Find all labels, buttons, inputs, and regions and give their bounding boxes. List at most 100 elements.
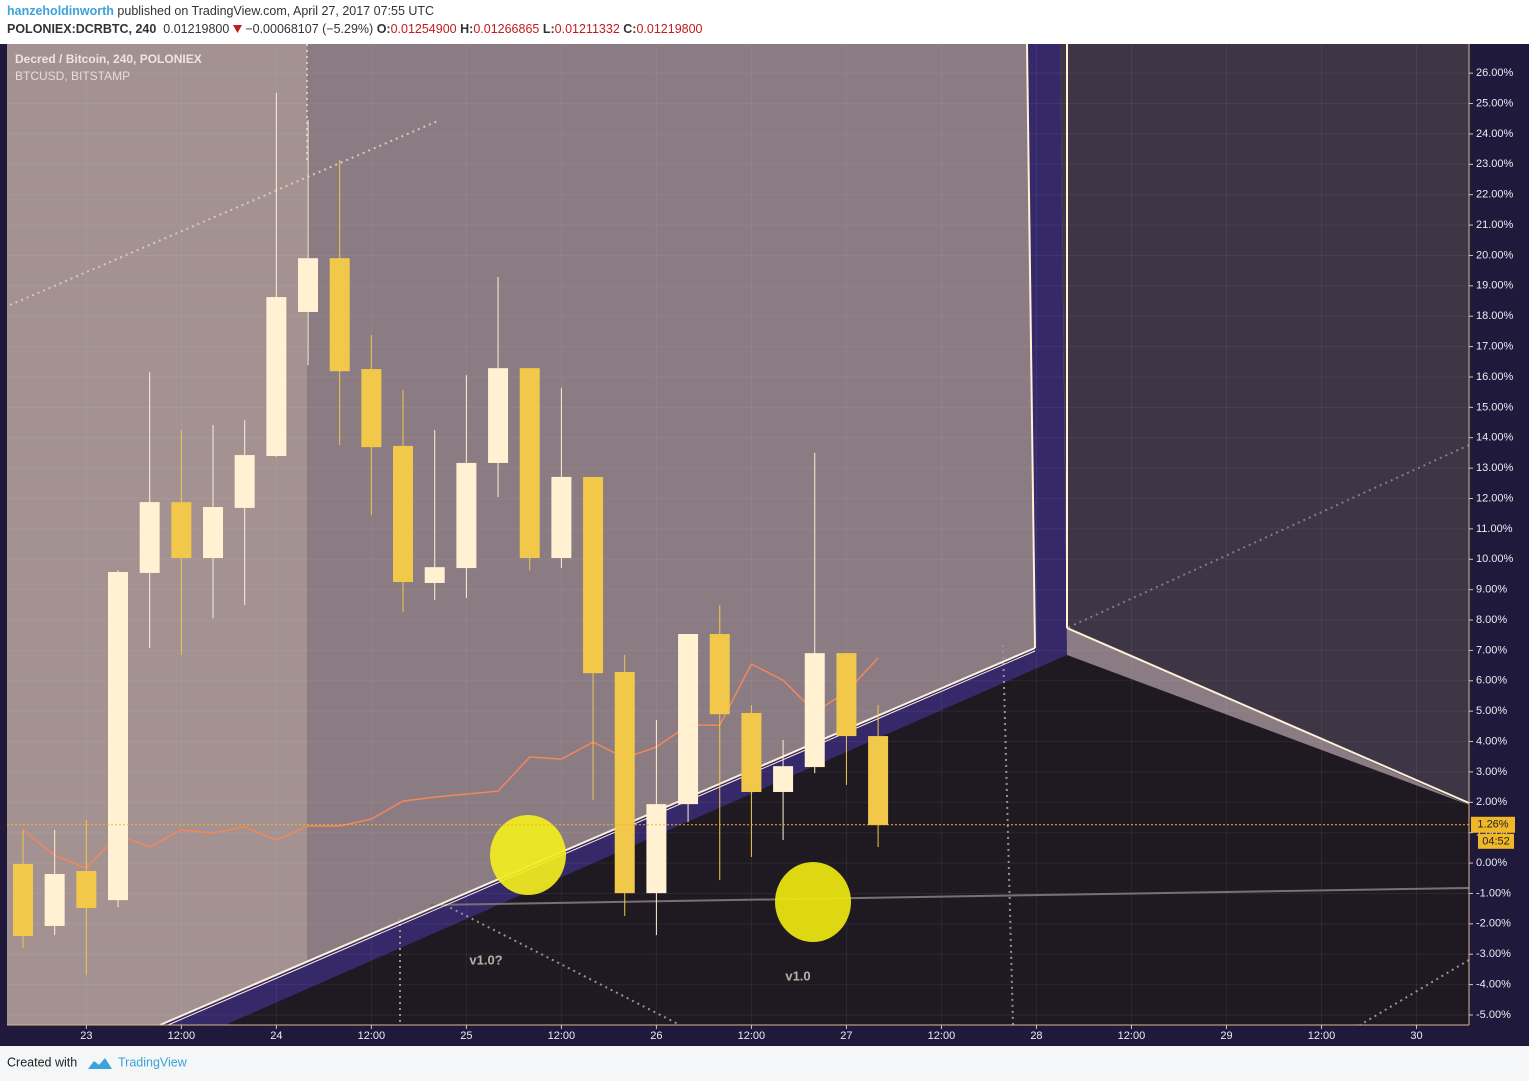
change: −0.00068107 (−5.29%): [245, 22, 374, 36]
x-tick-label: 12:00: [548, 1030, 576, 1042]
header: hanzeholdinworth published on TradingVie…: [0, 0, 1529, 44]
candle-body: [678, 633, 699, 805]
countdown-bg: [1478, 833, 1514, 849]
y-tick-label: -3.00%: [1476, 948, 1511, 960]
publish-line: hanzeholdinworth published on TradingVie…: [7, 4, 434, 18]
candle-body: [614, 671, 635, 894]
annotation: v1.0: [785, 968, 810, 983]
ohlc-key: C:: [623, 22, 637, 36]
dotted-line: [1066, 444, 1470, 629]
y-tick-label: 9.00%: [1476, 584, 1507, 596]
candle-body: [741, 712, 762, 792]
candle-body: [44, 874, 65, 926]
ohlc-key: L:: [542, 22, 555, 36]
author[interactable]: hanzeholdinworth: [7, 4, 114, 18]
x-tick-label: 30: [1410, 1030, 1422, 1042]
legend-entry: Decred / Bitcoin, 240, POLONIEX: [15, 52, 202, 66]
y-tick-label: -1.00%: [1476, 887, 1511, 899]
y-tick-label: 26.00%: [1476, 67, 1514, 79]
annotation: v1.0?: [469, 952, 502, 967]
y-tick-label: 13.00%: [1476, 462, 1514, 474]
line: [22, 657, 879, 869]
trend-line: [159, 647, 1036, 1026]
candle-body: [329, 258, 350, 372]
x-tick-label: 25: [460, 1030, 472, 1042]
candle-body: [108, 572, 129, 901]
candle-body: [583, 476, 604, 674]
symbol-line: POLONIEX:DCRBTC, 240 0.01219800 −0.00068…: [7, 22, 703, 36]
y-tick-label: 10.00%: [1476, 553, 1514, 565]
y-tick-label: 19.00%: [1476, 280, 1514, 292]
highlight-circle: [490, 815, 566, 895]
candle-body: [266, 297, 287, 456]
candle-body: [868, 736, 889, 826]
trend-line: [167, 650, 1036, 1026]
candle-body: [551, 476, 572, 559]
panel-bottom: [160, 648, 1469, 1025]
ohlc-key: O:: [376, 22, 391, 36]
y-tick-label: 4.00%: [1476, 735, 1507, 747]
y-tick-label: 2.00%: [1476, 796, 1507, 808]
symbol: POLONIEX:DCRBTC, 240: [7, 22, 157, 36]
candle-body: [76, 870, 97, 909]
x-tick-label: 12:00: [1118, 1030, 1146, 1042]
candle-body: [709, 633, 730, 715]
ohlc-value: 0.01266865: [473, 22, 540, 36]
footer-bg: [0, 1046, 1529, 1081]
candle-body: [393, 445, 414, 583]
y-tick-label: -5.00%: [1476, 1009, 1511, 1021]
y-tick-label: 7.00%: [1476, 644, 1507, 656]
x-tick-label: 28: [1030, 1030, 1042, 1042]
countdown: 04:52: [1482, 836, 1510, 848]
price-label-bg: [1471, 816, 1515, 833]
candle-body: [139, 502, 160, 573]
y-tick-label: 5.00%: [1476, 705, 1507, 717]
ohlc-value: 0.01219800: [636, 22, 703, 36]
x-tick-label: 23: [80, 1030, 92, 1042]
band-vertical: [1027, 44, 1067, 655]
x-tick-label: 12:00: [1308, 1030, 1336, 1042]
y-tick-label: 3.00%: [1476, 766, 1507, 778]
ohlc-value: 0.01254900: [390, 22, 457, 36]
y-tick-label: 24.00%: [1476, 128, 1514, 140]
x-tick-label: 29: [1220, 1030, 1232, 1042]
y-tick-label: 21.00%: [1476, 219, 1514, 231]
y-tick-label: -2.00%: [1476, 918, 1511, 930]
y-tick-label: 15.00%: [1476, 401, 1514, 413]
published: published on TradingView.com, April 27, …: [117, 4, 435, 18]
y-tick-label: 20.00%: [1476, 249, 1514, 261]
candle-body: [424, 567, 445, 583]
candle-body: [488, 368, 509, 463]
logo: [88, 1058, 112, 1069]
dotted-line: [444, 904, 681, 1026]
dotted-line: [9, 119, 441, 306]
y-tick-label: 14.00%: [1476, 432, 1514, 444]
candle-body: [361, 369, 382, 448]
panel-right: [1060, 44, 1469, 805]
trend-line: [1066, 627, 1470, 804]
candle-body: [646, 804, 667, 894]
candle-body: [234, 455, 255, 508]
legend-entry: BTCUSD, BITSTAMP: [15, 69, 130, 83]
footer-text: Created with: [7, 1055, 77, 1069]
y-tick-label: 23.00%: [1476, 158, 1514, 170]
candle-body: [836, 653, 857, 737]
candle-body: [203, 507, 224, 559]
y-tick-label: 22.00%: [1476, 189, 1514, 201]
candle-body: [298, 258, 319, 312]
y-tick-label: 16.00%: [1476, 371, 1514, 383]
x-tick-label: 24: [270, 1030, 282, 1042]
price: 0.01219800: [163, 22, 230, 36]
down-arrow: [232, 25, 242, 33]
x-tick-label: 27: [840, 1030, 852, 1042]
highlight-circle: [775, 862, 851, 942]
footer-brand[interactable]: TradingView: [118, 1055, 188, 1069]
candle-body: [171, 502, 192, 559]
x-tick-label: 12:00: [358, 1030, 386, 1042]
candle-body: [456, 462, 477, 569]
x-tick-label: 26: [650, 1030, 662, 1042]
x-tick-label: 12:00: [928, 1030, 956, 1042]
x-tick-label: 12:00: [738, 1030, 766, 1042]
